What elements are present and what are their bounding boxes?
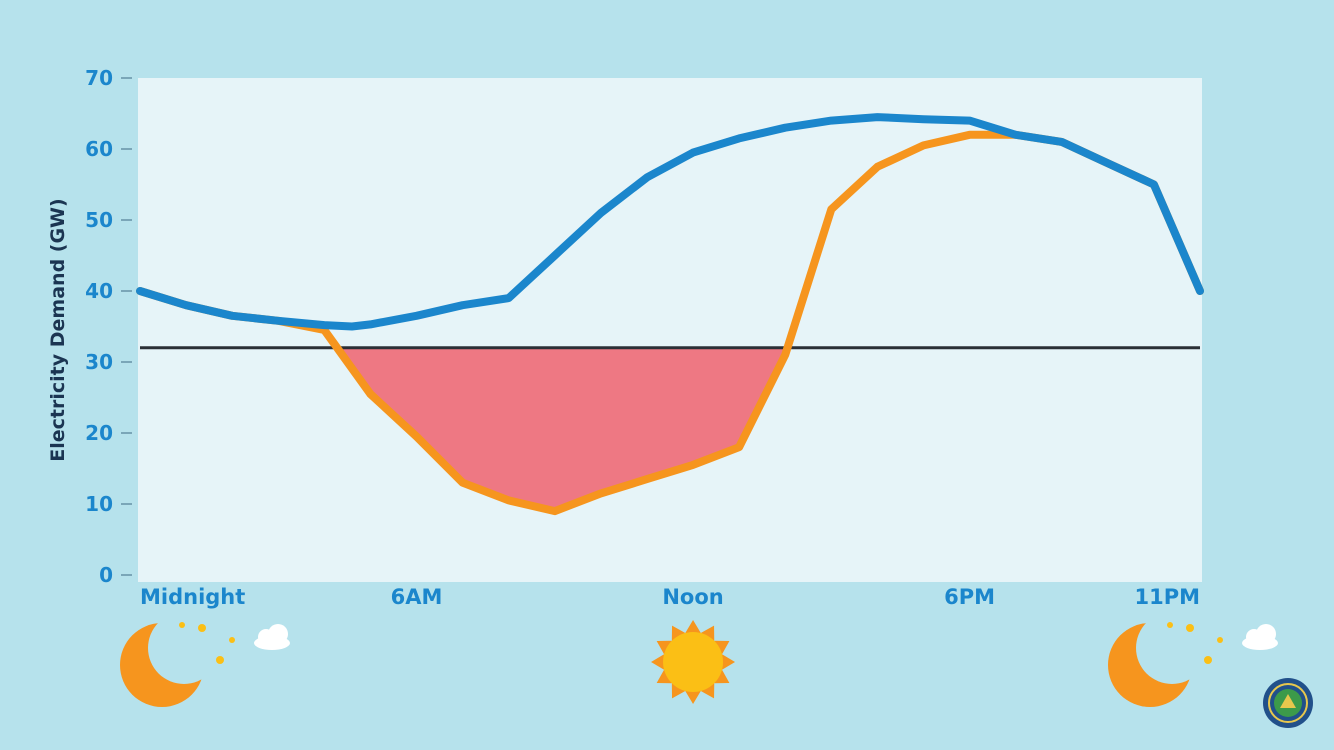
x-tick-label: 6AM [391, 585, 443, 609]
stars-icon [179, 622, 235, 664]
x-tick-label: 6PM [944, 585, 995, 609]
stars-icon [1167, 622, 1223, 664]
y-tick-label: 50 [85, 208, 113, 232]
series-layer [136, 113, 1204, 516]
x-axis: Midnight 6AM Noon 6PM 11PM [140, 585, 1200, 609]
y-tick-label: 60 [85, 137, 113, 161]
department-of-energy-seal-icon [1263, 678, 1313, 728]
y-tick-label: 10 [85, 492, 113, 516]
y-tick-label: 20 [85, 421, 113, 445]
cloud-icon [254, 624, 290, 650]
y-tick-label: 40 [85, 279, 113, 303]
blue-series-line [136, 113, 1204, 331]
plot-area [138, 78, 1202, 582]
y-axis: 0 10 20 30 40 50 60 70 [85, 66, 132, 587]
y-tick-label: 0 [99, 563, 113, 587]
y-axis-label: Electricity Demand (GW) [47, 198, 69, 462]
sun-icon [651, 620, 736, 704]
x-tick-label: 11PM [1134, 585, 1200, 609]
x-tick-label: Noon [662, 585, 723, 609]
time-of-day-icons [120, 612, 1278, 707]
x-tick-label: Midnight [140, 585, 245, 609]
y-tick-label: 70 [85, 66, 113, 90]
cloud-icon [1242, 624, 1278, 650]
y-tick-label: 30 [85, 350, 113, 374]
